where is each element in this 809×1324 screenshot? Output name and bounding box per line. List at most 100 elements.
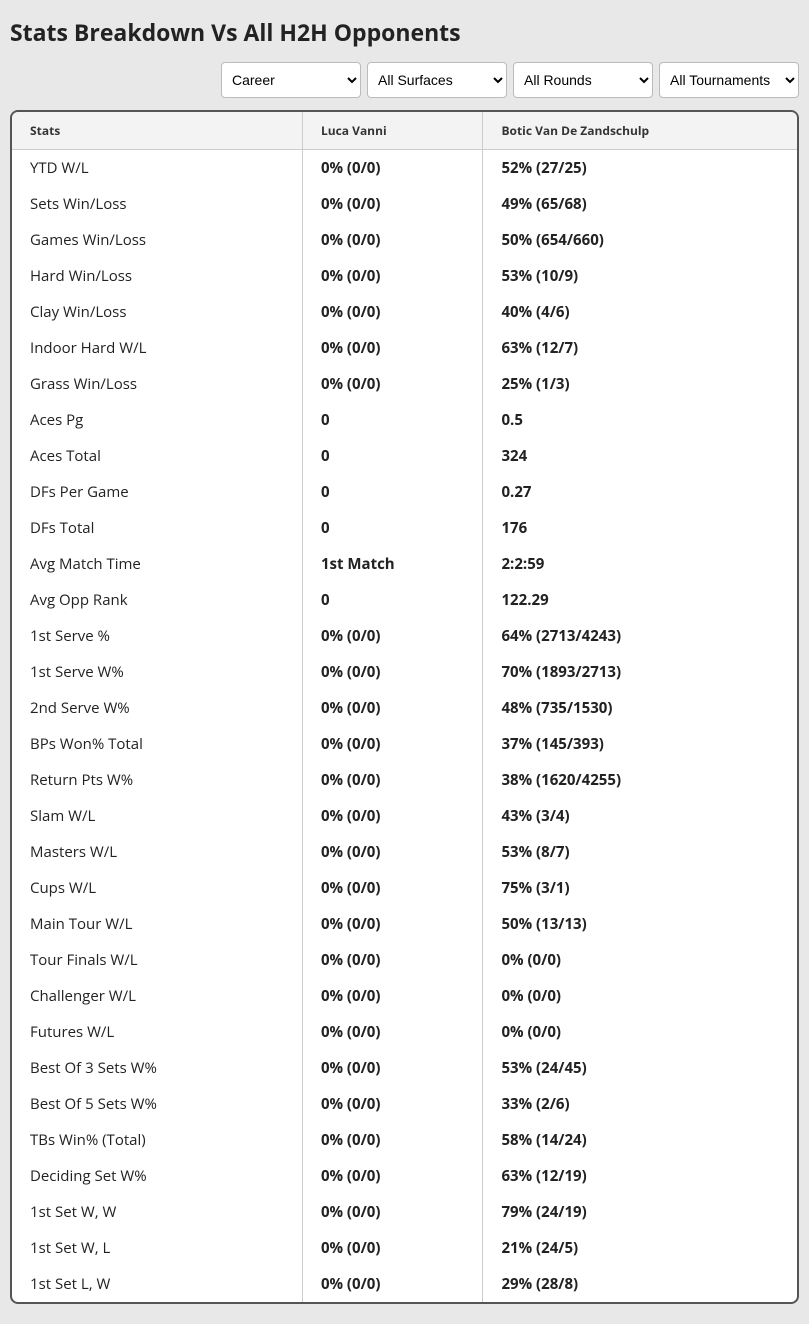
stat-name: Aces Pg <box>12 402 302 438</box>
stats-table: Stats Luca Vanni Botic Van De Zandschulp… <box>12 112 797 1302</box>
player2-value: 37% (145/393) <box>483 726 797 762</box>
table-row: Indoor Hard W/L0% (0/0)63% (12/7) <box>12 330 797 366</box>
player1-value: 0% (0/0) <box>302 186 483 222</box>
filter-career[interactable]: Career <box>221 62 361 98</box>
player1-value: 0% (0/0) <box>302 726 483 762</box>
filter-tournaments[interactable]: All Tournaments <box>659 62 799 98</box>
player1-value: 0% (0/0) <box>302 942 483 978</box>
table-row: Clay Win/Loss0% (0/0)40% (4/6) <box>12 294 797 330</box>
stat-name: DFs Total <box>12 510 302 546</box>
stat-name: Grass Win/Loss <box>12 366 302 402</box>
player2-value: 53% (24/45) <box>483 1050 797 1086</box>
table-row: Hard Win/Loss0% (0/0)53% (10/9) <box>12 258 797 294</box>
filter-bar: Career All Surfaces All Rounds All Tourn… <box>10 62 799 98</box>
player1-value: 0% (0/0) <box>302 618 483 654</box>
stat-name: Games Win/Loss <box>12 222 302 258</box>
player2-value: 324 <box>483 438 797 474</box>
player1-value: 0% (0/0) <box>302 870 483 906</box>
player2-value: 176 <box>483 510 797 546</box>
player2-value: 79% (24/19) <box>483 1194 797 1230</box>
stat-name: Aces Total <box>12 438 302 474</box>
page-title: Stats Breakdown Vs All H2H Opponents <box>10 16 799 48</box>
player1-value: 0% (0/0) <box>302 1122 483 1158</box>
table-row: Tour Finals W/L0% (0/0)0% (0/0) <box>12 942 797 978</box>
player2-value: 25% (1/3) <box>483 366 797 402</box>
stat-name: Hard Win/Loss <box>12 258 302 294</box>
player2-value: 29% (28/8) <box>483 1266 797 1302</box>
table-row: Aces Pg00.5 <box>12 402 797 438</box>
filter-rounds[interactable]: All Rounds <box>513 62 653 98</box>
player1-value: 0 <box>302 402 483 438</box>
table-row: BPs Won% Total0% (0/0)37% (145/393) <box>12 726 797 762</box>
table-row: DFs Per Game00.27 <box>12 474 797 510</box>
stat-name: Best Of 5 Sets W% <box>12 1086 302 1122</box>
table-row: Masters W/L0% (0/0)53% (8/7) <box>12 834 797 870</box>
player2-value: 0% (0/0) <box>483 1014 797 1050</box>
stat-name: Deciding Set W% <box>12 1158 302 1194</box>
player1-value: 0% (0/0) <box>302 1050 483 1086</box>
table-row: Sets Win/Loss0% (0/0)49% (65/68) <box>12 186 797 222</box>
player2-value: 40% (4/6) <box>483 294 797 330</box>
player1-value: 1st Match <box>302 546 483 582</box>
stat-name: DFs Per Game <box>12 474 302 510</box>
player2-value: 53% (10/9) <box>483 258 797 294</box>
player2-value: 52% (27/25) <box>483 150 797 187</box>
table-row: Main Tour W/L0% (0/0)50% (13/13) <box>12 906 797 942</box>
player2-value: 0.27 <box>483 474 797 510</box>
table-row: Slam W/L0% (0/0)43% (3/4) <box>12 798 797 834</box>
player2-value: 63% (12/19) <box>483 1158 797 1194</box>
stat-name: Indoor Hard W/L <box>12 330 302 366</box>
stat-name: Slam W/L <box>12 798 302 834</box>
table-row: TBs Win% (Total)0% (0/0)58% (14/24) <box>12 1122 797 1158</box>
table-row: Challenger W/L0% (0/0)0% (0/0) <box>12 978 797 1014</box>
player1-value: 0% (0/0) <box>302 150 483 187</box>
table-row: 1st Serve W%0% (0/0)70% (1893/2713) <box>12 654 797 690</box>
table-row: Aces Total0324 <box>12 438 797 474</box>
stat-name: Challenger W/L <box>12 978 302 1014</box>
player2-value: 63% (12/7) <box>483 330 797 366</box>
player1-value: 0% (0/0) <box>302 906 483 942</box>
player1-value: 0% (0/0) <box>302 1086 483 1122</box>
stat-name: 1st Set L, W <box>12 1266 302 1302</box>
stat-name: Clay Win/Loss <box>12 294 302 330</box>
player1-value: 0% (0/0) <box>302 1194 483 1230</box>
table-row: Futures W/L0% (0/0)0% (0/0) <box>12 1014 797 1050</box>
stat-name: BPs Won% Total <box>12 726 302 762</box>
player1-value: 0% (0/0) <box>302 690 483 726</box>
table-row: Cups W/L0% (0/0)75% (3/1) <box>12 870 797 906</box>
table-row: 1st Set W, W0% (0/0)79% (24/19) <box>12 1194 797 1230</box>
player2-value: 53% (8/7) <box>483 834 797 870</box>
player1-value: 0% (0/0) <box>302 1014 483 1050</box>
stat-name: Avg Opp Rank <box>12 582 302 618</box>
col-header-player1: Luca Vanni <box>302 112 483 150</box>
stat-name: Best Of 3 Sets W% <box>12 1050 302 1086</box>
stat-name: Sets Win/Loss <box>12 186 302 222</box>
player1-value: 0 <box>302 582 483 618</box>
player1-value: 0 <box>302 474 483 510</box>
table-header-row: Stats Luca Vanni Botic Van De Zandschulp <box>12 112 797 150</box>
player1-value: 0% (0/0) <box>302 834 483 870</box>
player2-value: 21% (24/5) <box>483 1230 797 1266</box>
player1-value: 0% (0/0) <box>302 978 483 1014</box>
stat-name: Return Pts W% <box>12 762 302 798</box>
col-header-player2: Botic Van De Zandschulp <box>483 112 797 150</box>
player2-value: 50% (654/660) <box>483 222 797 258</box>
stats-card: Stats Luca Vanni Botic Van De Zandschulp… <box>10 110 799 1304</box>
player2-value: 33% (2/6) <box>483 1086 797 1122</box>
player2-value: 70% (1893/2713) <box>483 654 797 690</box>
stat-name: Avg Match Time <box>12 546 302 582</box>
player2-value: 58% (14/24) <box>483 1122 797 1158</box>
player1-value: 0 <box>302 438 483 474</box>
player2-value: 2:2:59 <box>483 546 797 582</box>
player2-value: 64% (2713/4243) <box>483 618 797 654</box>
table-row: Return Pts W%0% (0/0)38% (1620/4255) <box>12 762 797 798</box>
stat-name: Tour Finals W/L <box>12 942 302 978</box>
stat-name: 1st Serve % <box>12 618 302 654</box>
filter-surfaces[interactable]: All Surfaces <box>367 62 507 98</box>
table-row: Avg Opp Rank0122.29 <box>12 582 797 618</box>
player1-value: 0% (0/0) <box>302 762 483 798</box>
stat-name: Futures W/L <box>12 1014 302 1050</box>
player1-value: 0% (0/0) <box>302 654 483 690</box>
player2-value: 0% (0/0) <box>483 978 797 1014</box>
stat-name: 2nd Serve W% <box>12 690 302 726</box>
